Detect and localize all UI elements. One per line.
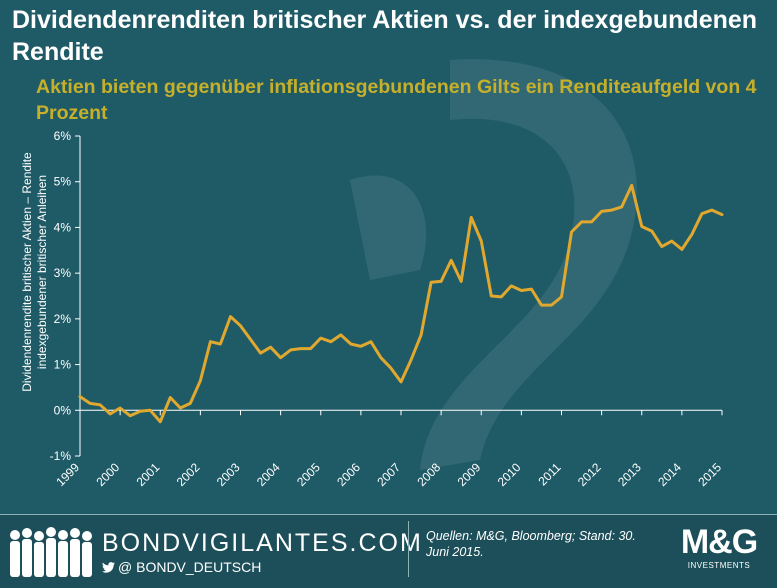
x-tick-label: 2006 <box>334 460 363 489</box>
x-tick-label: 2000 <box>93 460 122 489</box>
x-tick-label: 2010 <box>495 460 524 489</box>
footer: BONDVIGILANTES.COM @ BONDV_DEUTSCH Quell… <box>0 514 777 588</box>
x-tick-label: 2003 <box>214 460 243 489</box>
x-tick-label: 2013 <box>615 460 644 489</box>
y-tick-label: 4% <box>54 220 72 234</box>
logo-subtext: INVESTMENTS <box>687 561 751 570</box>
y-tick-label: 0% <box>54 403 72 417</box>
x-tick-label: 2011 <box>535 460 563 488</box>
mg-logo: M&G INVESTMENTS <box>675 523 763 571</box>
y-tick-label: -1% <box>50 449 72 463</box>
x-tick-label: 2009 <box>455 460 484 489</box>
chart-ticks: -1% 0% 1% 2% 3% 4% 5% 6% 1999 2000 2001 2002 2003 200… <box>50 129 725 489</box>
brand-name: BONDVIGILANTES.COM <box>102 529 423 557</box>
series-line <box>78 183 724 424</box>
twitter-handle-text: @ BONDV_DEUTSCH <box>118 559 262 575</box>
y-tick-label: 1% <box>54 358 72 372</box>
logo-text: M&G <box>680 523 758 561</box>
crowd-silhouette-icon <box>10 527 92 577</box>
x-tick-label: 2014 <box>655 460 684 489</box>
x-tick-label: 2008 <box>414 460 443 489</box>
x-tick-label: 2015 <box>695 460 724 489</box>
y-tick-label: 6% <box>54 129 72 143</box>
x-tick-label: 1999 <box>53 460 82 489</box>
x-tick-label: 2001 <box>134 460 163 489</box>
line-chart: -1% 0% 1% 2% 3% 4% 5% 6% 1999 2000 2001 2002 2003 200… <box>50 129 725 489</box>
background-watermark <box>350 59 637 471</box>
x-tick-label: 2002 <box>174 460 203 489</box>
footer-divider <box>408 521 409 577</box>
chart-title: Dividendenrenditen britischer Aktien vs.… <box>12 6 758 66</box>
twitter-bird-icon <box>102 562 115 573</box>
x-tick-label: 2004 <box>254 460 283 489</box>
chart-subtitle: Aktien bieten gegenüber inflationsgebund… <box>36 76 757 124</box>
x-tick-label: 2005 <box>294 460 323 489</box>
chart-plot-area <box>78 183 724 424</box>
x-tick-label: 2007 <box>374 460 403 489</box>
y-tick-label: 2% <box>54 312 72 326</box>
source-note: Quellen: M&G, Bloomberg; Stand: 30. Juni… <box>426 529 636 559</box>
chart-axes <box>79 136 722 456</box>
twitter-handle: @ BONDV_DEUTSCH <box>102 559 261 575</box>
x-tick-label: 2012 <box>575 460 604 489</box>
y-tick-label: 3% <box>54 266 72 280</box>
y-tick-label: 5% <box>54 175 72 189</box>
